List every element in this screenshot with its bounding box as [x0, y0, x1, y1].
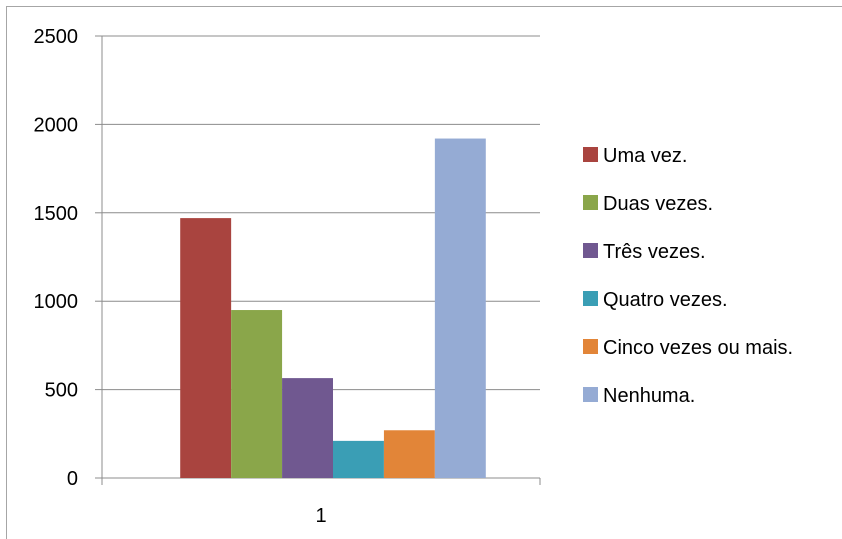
- y-tick-label: 1000: [34, 291, 79, 313]
- bar-5: [384, 430, 435, 478]
- legend-swatch: [583, 339, 598, 354]
- y-tick-label: 2000: [34, 114, 79, 136]
- legend-swatch: [583, 291, 598, 306]
- legend-label: Duas vezes.: [603, 193, 713, 215]
- legend-swatch: [583, 147, 598, 162]
- bar-2: [231, 310, 282, 478]
- legend-label: Nenhuma.: [603, 385, 695, 407]
- bar-6: [435, 139, 486, 478]
- bar-1: [180, 218, 231, 478]
- y-tick-label: 0: [67, 468, 78, 490]
- y-tick-label: 1500: [34, 203, 79, 225]
- bar-4: [333, 441, 384, 478]
- legend-label: Quatro vezes.: [603, 289, 728, 311]
- legend-label: Cinco vezes ou mais.: [603, 337, 793, 359]
- legend-label: Três vezes.: [603, 241, 706, 263]
- legend-swatch: [583, 387, 598, 402]
- legend-label: Uma vez.: [603, 145, 687, 167]
- y-tick-label: 500: [45, 380, 78, 402]
- legend-swatch: [583, 243, 598, 258]
- x-tick-label: 1: [315, 505, 326, 527]
- legend-swatch: [583, 195, 598, 210]
- y-tick-label: 2500: [34, 26, 79, 48]
- bar-3: [282, 378, 333, 478]
